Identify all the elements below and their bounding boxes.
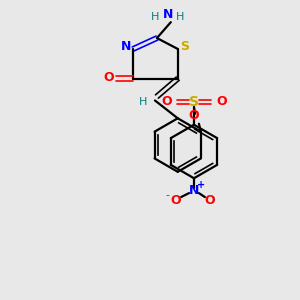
Text: O: O (103, 71, 114, 84)
Text: -: - (165, 190, 169, 200)
Text: N: N (189, 184, 199, 196)
Text: +: + (197, 180, 205, 190)
Text: O: O (216, 95, 227, 108)
Text: S: S (180, 40, 189, 53)
Text: N: N (121, 40, 131, 53)
Text: H: H (139, 98, 147, 107)
Text: O: O (205, 194, 215, 206)
Text: H: H (151, 12, 159, 22)
Text: S: S (189, 95, 199, 109)
Text: O: O (189, 109, 199, 122)
Text: O: O (161, 95, 172, 108)
Text: O: O (171, 194, 182, 206)
Text: N: N (163, 8, 173, 21)
Text: H: H (176, 12, 184, 22)
